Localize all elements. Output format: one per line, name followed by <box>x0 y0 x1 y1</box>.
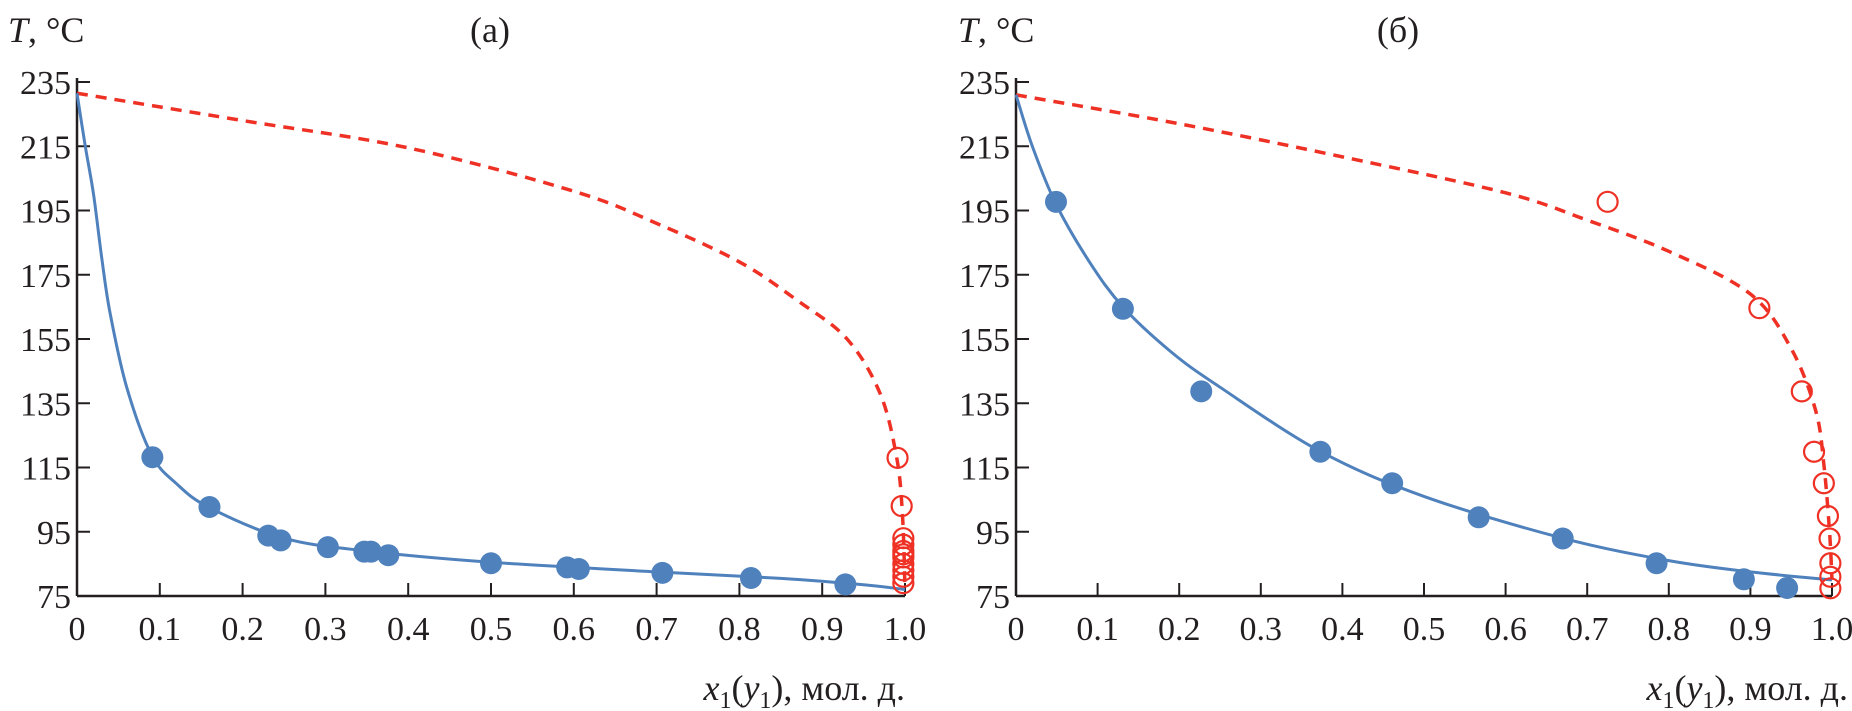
x-tick-label: 0 <box>69 611 86 648</box>
vapor-curve <box>1015 93 1834 581</box>
panel-a: (а) T, °C x1(y1), мол. д. 235 215 195 175 15… <box>8 10 926 711</box>
y-tick-label: 235 <box>20 65 71 102</box>
y-tick-label: 75 <box>37 579 71 616</box>
liquid-point <box>1467 506 1490 529</box>
vapor-point <box>1812 472 1835 495</box>
vapor-point <box>1818 527 1841 550</box>
x-tick-label: 0.8 <box>1648 611 1691 648</box>
liquid-point <box>480 552 502 575</box>
liquid-point <box>651 561 674 584</box>
vapor-point <box>1819 552 1842 575</box>
x-tick-label: 0.4 <box>387 611 430 648</box>
liquid-point <box>1309 440 1332 463</box>
y-tick-label: 115 <box>21 451 71 488</box>
x-tick-label: 0.3 <box>1240 611 1283 648</box>
y-tick-label: 95 <box>976 515 1010 552</box>
x-tick-label: 0.5 <box>1403 611 1446 648</box>
x-tick-label: 0.5 <box>470 611 513 648</box>
liquid-point <box>359 540 382 563</box>
y-axis-label: T, °C <box>958 10 1034 50</box>
x-tick-label: 0.7 <box>1566 611 1609 648</box>
y-tick-label: 195 <box>20 194 71 231</box>
x-tick-label: 0.9 <box>1729 611 1772 648</box>
vapor-point <box>892 572 915 595</box>
liquid-point <box>834 573 857 596</box>
x-tick-label: 0.7 <box>635 611 678 648</box>
vapor-point <box>1748 297 1771 320</box>
x-tick-label: 0.1 <box>139 611 182 648</box>
vapor-point <box>890 494 913 518</box>
liquid-point <box>1044 190 1067 213</box>
liquid-point <box>1732 568 1755 591</box>
liquid-point <box>1776 576 1799 599</box>
x-tick-label: 0.4 <box>1321 611 1364 648</box>
x-axis-label: x1(y1), мол. д. <box>1645 668 1848 711</box>
vapor-curve <box>76 91 907 590</box>
x-tick-label: 0.2 <box>221 611 264 648</box>
x-tick-label: 0.6 <box>1484 611 1527 648</box>
liquid-curve <box>75 93 906 592</box>
vapor-point <box>1790 380 1813 403</box>
vapor-point <box>1819 565 1842 588</box>
x-tick-label: 1.0 <box>1811 611 1852 648</box>
y-tick-label: 135 <box>959 386 1010 423</box>
x-tick-label: 0.8 <box>718 611 761 648</box>
vapor-point <box>1819 577 1842 600</box>
x-axis-label: x1(y1), мол. д. <box>702 668 905 711</box>
liquid-point <box>1551 527 1574 550</box>
liquid-point <box>377 544 400 567</box>
liquid-point <box>198 496 221 519</box>
liquid-point <box>269 529 292 552</box>
vapor-point <box>886 446 909 469</box>
panel-title: (а) <box>470 10 510 50</box>
y-axis-label: T, °C <box>8 10 84 50</box>
liquid-point <box>1190 380 1213 403</box>
x-tick-label: 0 <box>1008 611 1025 648</box>
y-tick-label: 155 <box>20 322 71 359</box>
vapor-point <box>892 565 915 588</box>
y-tick-label: 175 <box>20 258 71 295</box>
panel-b: (б) T, °C x1(y1), мол. д. 235 215 195 175 15… <box>958 10 1852 711</box>
liquid-curve <box>1014 94 1833 582</box>
vapor-point <box>1802 440 1826 463</box>
x-tick-label: 0.6 <box>553 611 596 648</box>
y-tick-label: 95 <box>37 515 71 552</box>
liquid-point <box>1381 472 1404 495</box>
vapor-point <box>1596 190 1619 213</box>
liquid-point <box>141 446 164 469</box>
panel-title: (б) <box>1377 10 1419 50</box>
y-tick-label: 175 <box>959 258 1010 295</box>
x-tick-label: 1.0 <box>884 611 927 648</box>
x-tick-label: 0.1 <box>1076 611 1119 648</box>
liquid-point <box>739 567 762 590</box>
liquid-point <box>1645 552 1668 575</box>
liquid-point <box>1111 297 1134 320</box>
y-tick-label: 215 <box>959 129 1010 166</box>
vapor-point <box>892 559 915 582</box>
x-tick-label: 0.9 <box>801 611 844 648</box>
y-tick-label: 75 <box>976 579 1010 616</box>
y-tick-label: 155 <box>959 322 1010 359</box>
y-tick-label: 135 <box>20 386 71 423</box>
y-tick-label: 195 <box>959 194 1010 231</box>
y-tick-label: 115 <box>960 451 1010 488</box>
y-tick-label: 215 <box>20 129 71 166</box>
x-tick-label: 0.2 <box>1158 611 1201 648</box>
x-tick-label: 0.3 <box>304 611 347 648</box>
y-tick-label: 235 <box>959 65 1010 102</box>
liquid-point <box>567 558 590 581</box>
liquid-point <box>316 536 339 559</box>
vapor-point <box>1816 504 1840 528</box>
